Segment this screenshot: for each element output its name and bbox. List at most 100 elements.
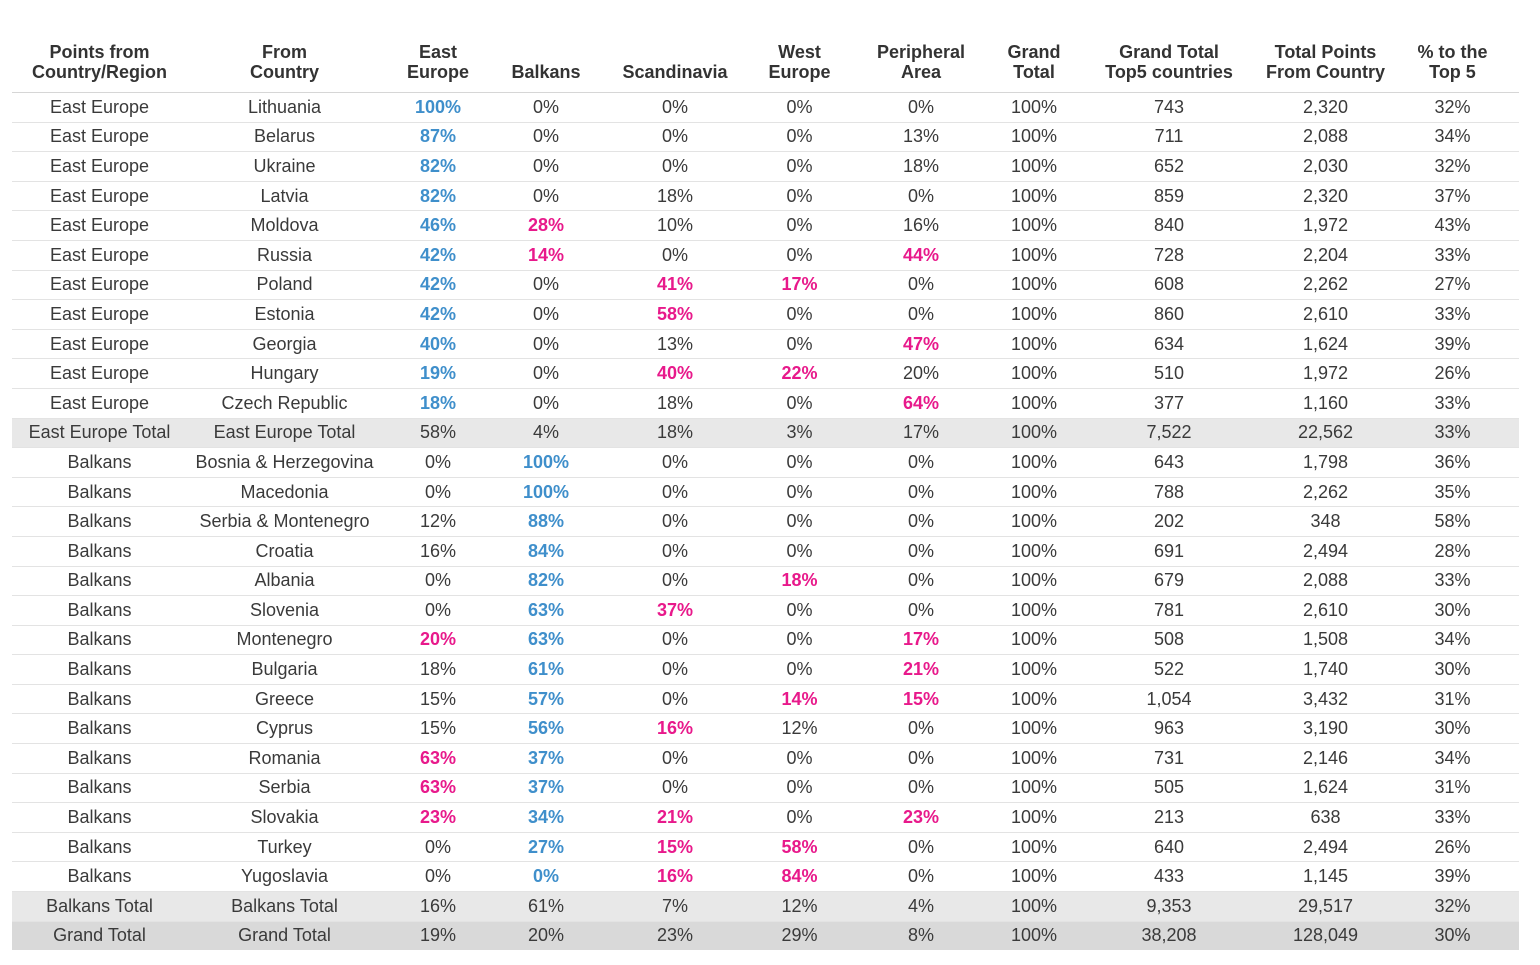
table-cell: 0% (752, 210, 847, 241)
table-row: Balkans Croatia 16% 84% 0% 0% 0% 100% 691 2,494 28… (12, 535, 1519, 566)
table-cell: 377 (1073, 387, 1265, 419)
column-header: Grand Total (1007, 42, 1061, 82)
table-cell: 2,030 (1265, 151, 1386, 182)
table-cell: 100% (995, 269, 1073, 300)
table-row: Balkans Albania 0% 82% 0% 18% 0% 100% 679 2,088 33… (12, 565, 1519, 596)
table-row: Balkans Slovenia 0% 63% 37% 0% 0% 100% 781 2,610 3… (12, 595, 1519, 626)
table-row: East Europe Czech Republic 18% 0% 18% 0% 64% 10… (12, 387, 1519, 419)
table-cell: 2,610 (1265, 595, 1386, 626)
table-cell: 0% (598, 151, 752, 182)
table-cell: Lithuania (187, 92, 382, 123)
table-cell: 82% (494, 565, 598, 596)
table-cell: 100% (995, 565, 1073, 596)
table-cell: 63% (494, 624, 598, 655)
table-cell: 10% (598, 210, 752, 241)
table-cell: 0% (847, 92, 995, 123)
table-cell: 2,088 (1265, 121, 1386, 152)
table-cell: Turkey (187, 831, 382, 862)
table-cell: 56% (494, 713, 598, 744)
table-cell: 0% (847, 535, 995, 566)
table-cell: 20% (494, 920, 598, 951)
table-cell: 17% (847, 624, 995, 655)
table-cell: Moldova (187, 210, 382, 241)
table-cell: Montenegro (187, 624, 382, 655)
table-cell: 100% (995, 210, 1073, 241)
table-cell: 0% (598, 624, 752, 655)
table-row: Balkans Greece 15% 57% 0% 14% 15% 100% 1,054 3,43… (12, 683, 1519, 714)
table-cell: 42% (382, 239, 494, 271)
header-row: Points from Country/Region From Country Ea… (12, 30, 1519, 93)
table-cell: 16% (382, 891, 494, 922)
table-cell: 21% (847, 654, 995, 685)
table-cell: Serbia (187, 772, 382, 803)
table-cell: Serbia & Montenegro (187, 506, 382, 537)
table-row: Balkans Bulgaria 18% 61% 0% 0% 21% 100% 522 1,740… (12, 654, 1519, 685)
table-cell: 100% (995, 151, 1073, 182)
table-cell: 18% (382, 654, 494, 685)
table-cell: 0% (598, 772, 752, 803)
table-cell: Poland (187, 269, 382, 300)
table-cell: 16% (382, 535, 494, 566)
table-cell: 18% (382, 387, 494, 419)
table-cell: 1,054 (1073, 683, 1265, 714)
table-cell: 31% (1386, 683, 1519, 714)
table-cell: 963 (1073, 713, 1265, 744)
table-cell: East Europe (12, 328, 187, 359)
table-cell: 64% (847, 387, 995, 419)
table-cell: 17% (752, 269, 847, 300)
table-cell: 781 (1073, 595, 1265, 626)
table-cell: 100% (995, 654, 1073, 685)
table-cell: 100% (995, 506, 1073, 537)
table-cell: 0% (847, 506, 995, 537)
table-cell: 100% (995, 535, 1073, 566)
table-cell: East Europe (12, 358, 187, 389)
table-cell: Balkans Total (12, 891, 187, 922)
table-cell: 213 (1073, 802, 1265, 833)
table-cell: 87% (382, 121, 494, 152)
table-cell: 16% (847, 210, 995, 241)
table-cell: Balkans (12, 861, 187, 892)
table-cell: 0% (847, 861, 995, 892)
table-cell: 27% (494, 831, 598, 862)
table-cell: 15% (598, 831, 752, 862)
table-cell: 37% (1386, 180, 1519, 211)
table-row: East Europe Russia 42% 14% 0% 0% 44% 100% 728 2,2… (12, 239, 1519, 271)
table-cell: 100% (995, 417, 1073, 448)
table-cell: 36% (1386, 447, 1519, 478)
table-cell: 2,320 (1265, 180, 1386, 211)
table-cell: 27% (1386, 269, 1519, 300)
table-cell: 0% (382, 447, 494, 478)
table-cell: 0% (598, 476, 752, 507)
table-cell: 9,353 (1073, 891, 1265, 922)
table-header: Points from Country/Region From Country Ea… (12, 30, 1519, 93)
table-cell: 12% (752, 891, 847, 922)
table-cell: 32% (1386, 151, 1519, 182)
table-cell: Latvia (187, 180, 382, 211)
subtotal-row: East Europe Total East Europe Total 58% 4% 1… (12, 417, 1519, 448)
table-cell: 0% (752, 447, 847, 478)
table-cell: 510 (1073, 358, 1265, 389)
table-cell: 0% (598, 121, 752, 152)
table-cell: 7% (598, 891, 752, 922)
table-cell: 15% (382, 713, 494, 744)
table-cell: Balkans (12, 506, 187, 537)
table-cell: Balkans (12, 535, 187, 566)
table-cell: 0% (752, 121, 847, 152)
table-row: Balkans Serbia & Montenegro 12% 88% 0% 0% 0% 10… (12, 506, 1519, 537)
table-cell: Balkans (12, 624, 187, 655)
table-cell: East Europe (12, 210, 187, 241)
table-cell: 4% (494, 417, 598, 448)
table-cell: Balkans (12, 595, 187, 626)
table-cell: 31% (1386, 772, 1519, 803)
table-cell: 100% (382, 92, 494, 123)
table-cell: 0% (752, 535, 847, 566)
table-row: Balkans Yugoslavia 0% 0% 16% 84% 0% 100% 433 1,14… (12, 861, 1519, 892)
table-cell: 0% (598, 565, 752, 596)
table-cell: 1,972 (1265, 358, 1386, 389)
table-cell: 0% (598, 535, 752, 566)
table-cell: 728 (1073, 239, 1265, 271)
table-cell: 3,190 (1265, 713, 1386, 744)
table-cell: 18% (598, 180, 752, 211)
table-cell: 0% (752, 476, 847, 507)
table-cell: 61% (494, 891, 598, 922)
